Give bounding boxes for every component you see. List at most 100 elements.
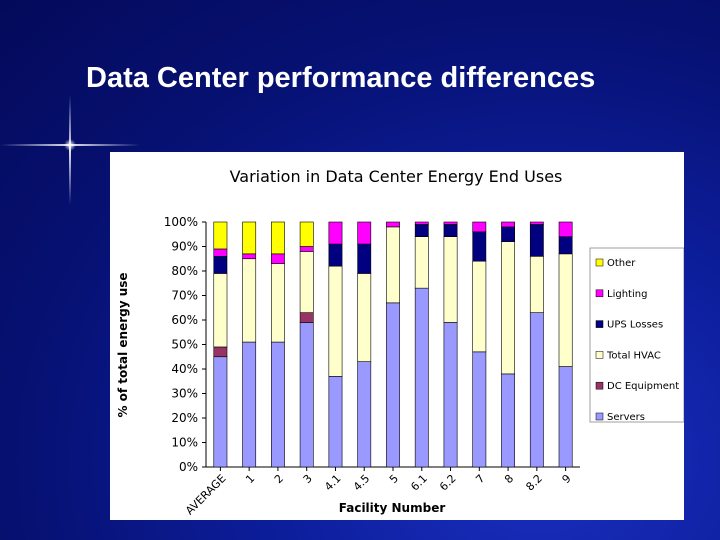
bar-segment-servers — [501, 373, 515, 468]
y-tick-label: 90% — [171, 240, 198, 254]
bar-segment-total-hvac — [414, 236, 429, 289]
y-tick-label: 20% — [171, 411, 198, 425]
bar-segment-other — [271, 221, 285, 255]
bar-segment-other — [242, 221, 257, 255]
legend: Other Lighting UPS Losses Total HVAC DC Equi… — [589, 247, 684, 423]
chart-title: Variation in Data Center Energy End Uses — [230, 167, 563, 186]
bar-segment-total-hvac — [271, 263, 285, 343]
legend-swatch — [595, 351, 604, 359]
bar-segment-ups-losses — [558, 236, 573, 255]
bar-segment-ups-losses — [213, 256, 228, 274]
bar-segment-servers — [357, 361, 372, 468]
legend-swatch — [595, 381, 604, 390]
x-tick-label: 6.1 — [408, 472, 430, 494]
y-tick-label: 10% — [171, 436, 198, 450]
bar-segment-lighting — [271, 253, 285, 264]
bar-segment-total-hvac — [529, 256, 544, 313]
bar-segment-ups-losses — [443, 224, 458, 237]
bar-segment-lighting — [472, 221, 487, 233]
bar-segment-servers — [271, 341, 285, 468]
bar-segment-servers — [328, 376, 343, 468]
bar-segment-ups-losses — [529, 224, 544, 257]
bar-segment-lighting — [299, 246, 314, 252]
bar-segment-lighting — [414, 221, 429, 225]
bar-segment-servers — [472, 351, 487, 468]
x-tick-label: 8.2 — [523, 472, 545, 494]
x-tick-label: 4.1 — [322, 472, 344, 494]
bar-segment-lighting — [443, 221, 458, 225]
bar-segment-total-hvac — [501, 241, 515, 375]
legend-label: Total HVAC — [606, 350, 661, 361]
x-axis-label: Facility Number — [339, 501, 446, 515]
bar-segment-servers — [529, 312, 544, 468]
y-tick-label: 40% — [171, 362, 198, 376]
y-tick-label: 70% — [171, 289, 198, 303]
bar-segment-lighting — [386, 221, 400, 228]
bar-segment-lighting — [357, 221, 372, 245]
bar-segment-servers — [443, 322, 458, 468]
y-tick-label: 80% — [171, 264, 198, 278]
bar-segment-total-hvac — [472, 260, 487, 353]
legend-label: DC Equipment — [607, 381, 679, 392]
y-tick-label: 50% — [171, 338, 198, 352]
x-tick-label: 6.2 — [437, 472, 459, 494]
bar-segment-lighting — [558, 221, 573, 237]
x-tick-label: 8 — [502, 472, 516, 486]
bar-segment-other — [213, 221, 228, 250]
bar-segment-servers — [213, 356, 228, 468]
chart-panel: Variation in Data Center Energy End Uses… — [110, 152, 684, 520]
bar-segment-servers — [386, 302, 400, 468]
bar-segment-total-hvac — [357, 273, 372, 362]
bar-segment-other — [299, 221, 314, 247]
legend-swatch — [595, 320, 604, 328]
bar-segment-lighting — [501, 221, 515, 228]
bar-segment-total-hvac — [558, 253, 573, 367]
bar-segment-ups-losses — [328, 243, 343, 267]
bar-segment-total-hvac — [242, 258, 257, 343]
legend-swatch — [595, 412, 604, 421]
bar-segment-servers — [299, 322, 314, 468]
slide-title: Data Center performance differences — [86, 62, 596, 94]
x-tick-label: 1 — [243, 472, 257, 486]
bar-segment-total-hvac — [213, 273, 228, 348]
y-axis-label: % of total energy use — [116, 272, 130, 417]
bar-segment-total-hvac — [386, 226, 400, 304]
legend-box — [589, 247, 684, 423]
x-tick-label: 7 — [473, 472, 487, 486]
bar-segment-lighting — [328, 221, 343, 245]
y-tick-label: 100% — [164, 215, 198, 229]
bar-segment-dc-equipment — [213, 346, 228, 358]
plot-area: 0% 10% 20% 30% 40% 50% 60% 70% 80% 90% 100% AVERAGE… — [164, 215, 580, 517]
bar-segment-servers — [558, 366, 573, 468]
legend-label: Servers — [607, 412, 645, 423]
bar-segment-total-hvac — [443, 236, 458, 323]
x-tick-label: 3 — [301, 472, 315, 486]
bar-segment-servers — [414, 287, 429, 468]
x-tick-label: 4.5 — [351, 472, 373, 494]
bar-segment-lighting — [242, 253, 257, 260]
y-tick-label: 0% — [179, 460, 198, 474]
legend-swatch — [595, 258, 604, 267]
bar-segment-ups-losses — [414, 224, 429, 237]
bar-segment-ups-losses — [472, 231, 487, 262]
y-tick-label: 30% — [171, 387, 198, 401]
y-tick-label: 60% — [171, 313, 198, 327]
bar-segment-lighting — [529, 221, 544, 225]
chart: Variation in Data Center Energy End Uses… — [116, 167, 684, 517]
bar-segment-total-hvac — [299, 251, 314, 313]
bar-segment-ups-losses — [357, 243, 372, 274]
bar-segment-lighting — [213, 248, 228, 257]
legend-label: UPS Losses — [607, 320, 663, 331]
bar-segment-total-hvac — [328, 265, 343, 377]
x-tick-label: AVERAGE — [183, 472, 229, 518]
bar-segment-dc-equipment — [299, 312, 314, 323]
bar-segment-servers — [242, 341, 257, 468]
x-tick-label: 2 — [272, 472, 286, 486]
bar-segment-ups-losses — [501, 226, 515, 242]
x-tick-label: 5 — [387, 472, 401, 486]
legend-swatch — [595, 289, 604, 298]
x-tick-label: 9 — [560, 472, 574, 486]
legend-label: Other — [607, 258, 636, 269]
legend-label: Lighting — [607, 289, 647, 300]
